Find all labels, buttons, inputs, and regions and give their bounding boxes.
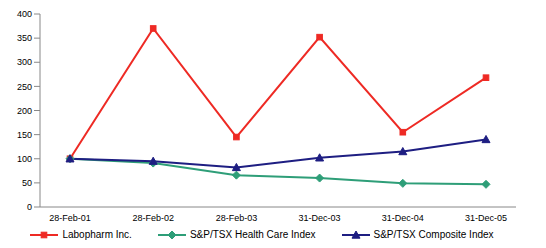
svg-text:28-Feb-01: 28-Feb-01 (49, 213, 91, 223)
html-text:Labopharm Inc.: Labopharm Inc. (62, 229, 132, 240)
html-text:S&P/TSX Health Care Index: S&P/TSX Health Care Index (189, 229, 316, 240)
svg-text:250: 250 (17, 82, 32, 92)
svg-text:300: 300 (17, 57, 32, 67)
svg-text:28-Feb-02: 28-Feb-02 (132, 213, 174, 223)
svg-text:31-Dec-04: 31-Dec-04 (382, 213, 424, 223)
svg-text:31-Dec-03: 31-Dec-03 (299, 213, 341, 223)
svg-text:50: 50 (22, 178, 32, 188)
svg-text:400: 400 (17, 9, 32, 19)
svg-text:350: 350 (17, 33, 32, 43)
svg-text:0: 0 (27, 202, 32, 212)
html-text:S&P/TSX Composite Index: S&P/TSX Composite Index (373, 229, 494, 240)
svg-text:200: 200 (17, 106, 32, 116)
svg-text:150: 150 (17, 130, 32, 140)
svg-text:100: 100 (17, 154, 32, 164)
svg-text:31-Dec-05: 31-Dec-05 (465, 213, 507, 223)
svg-text:28-Feb-03: 28-Feb-03 (216, 213, 258, 223)
